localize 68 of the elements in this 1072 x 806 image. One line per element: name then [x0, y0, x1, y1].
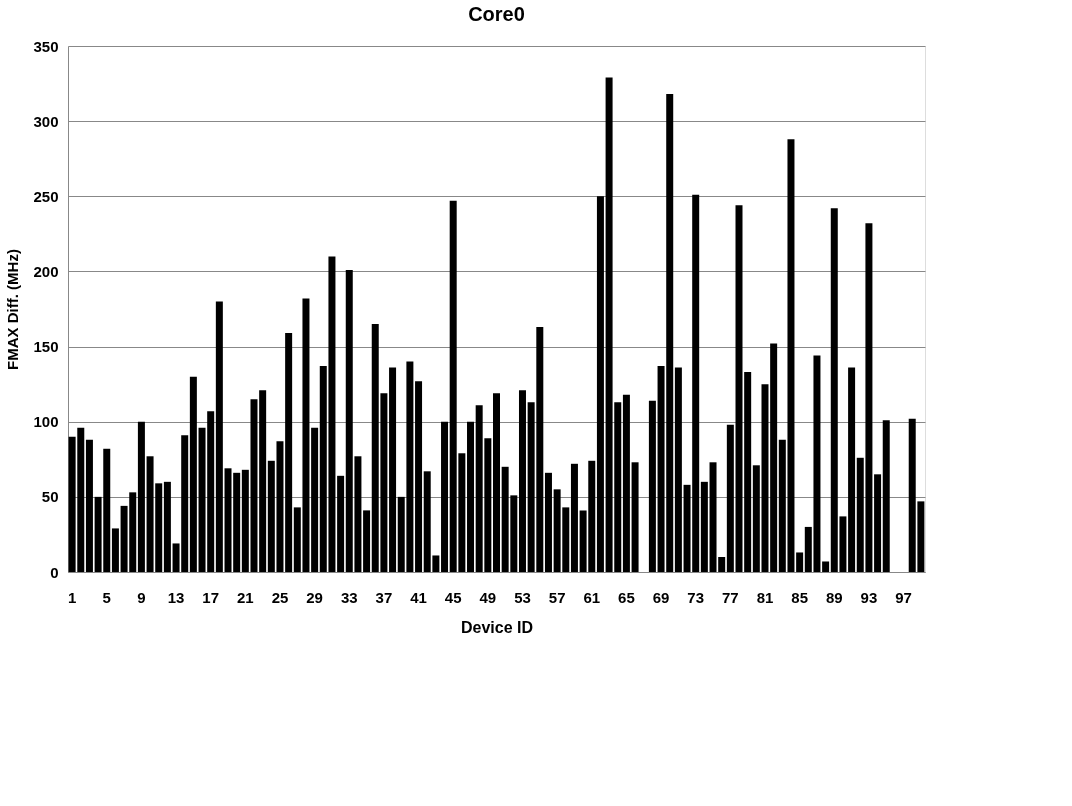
x-tick-label: 69	[652, 588, 670, 606]
bar	[822, 561, 830, 572]
bar	[848, 367, 856, 572]
y-tick-label: 250	[33, 187, 59, 205]
x-tick-label: 25	[271, 588, 289, 606]
y-tick-label: 50	[41, 488, 59, 506]
bar	[215, 301, 223, 572]
bar	[596, 196, 604, 572]
bar	[389, 367, 397, 572]
bar	[622, 394, 630, 572]
bar	[570, 463, 578, 572]
x-tick-label: 93	[860, 588, 878, 606]
x-tick-label: 13	[167, 588, 185, 606]
x-tick-label: 1	[67, 588, 77, 606]
bar	[259, 390, 267, 572]
y-tick-label: 150	[33, 338, 59, 356]
bar	[874, 474, 882, 572]
bar	[700, 481, 708, 572]
bar	[467, 421, 475, 572]
x-tick-label: 97	[895, 588, 912, 606]
x-tick-label: 9	[137, 588, 146, 606]
x-tick-label: 65	[618, 588, 635, 606]
bar	[337, 475, 345, 572]
x-tick-label: 49	[479, 588, 497, 606]
x-tick-label: 85	[791, 588, 808, 606]
bar	[631, 462, 639, 572]
bar	[285, 333, 293, 572]
bar	[882, 420, 890, 572]
x-tick-label: 57	[548, 588, 566, 606]
bar	[726, 424, 734, 572]
bar	[441, 421, 449, 572]
bar	[674, 367, 682, 572]
y-tick-label: 350	[33, 37, 59, 55]
y-tick-label: 100	[33, 413, 59, 431]
bar	[518, 390, 526, 572]
bar	[493, 393, 500, 572]
x-tick-label: 81	[756, 588, 774, 606]
x-tick-label: 53	[514, 588, 531, 606]
x-tick-label: 89	[825, 588, 843, 606]
x-tick-label: 29	[306, 588, 323, 606]
x-tick-label: 33	[340, 588, 358, 606]
y-axis-title: FMAX Diff. (MHz)	[4, 249, 22, 370]
x-tick-label: 77	[722, 588, 739, 606]
bar	[648, 400, 656, 572]
x-tick-label: 45	[444, 588, 462, 606]
bar	[311, 427, 319, 572]
bar	[796, 552, 804, 572]
x-tick-label: 21	[236, 588, 254, 606]
bar	[111, 528, 119, 572]
x-axis-title: Device ID	[460, 618, 534, 636]
y-tick-label: 200	[33, 262, 59, 280]
x-tick-label: 17	[202, 588, 220, 606]
x-tick-label: 61	[583, 588, 601, 606]
bar	[137, 421, 145, 572]
bar	[415, 381, 423, 572]
bar	[770, 343, 778, 572]
bar	[363, 510, 371, 572]
bar	[189, 376, 197, 572]
y-tick-label: 300	[33, 112, 59, 130]
x-tick-label: 73	[687, 588, 705, 606]
chart-title: Core0	[468, 3, 525, 25]
bar	[85, 439, 93, 572]
x-tick-label: 37	[375, 588, 393, 606]
bar	[544, 472, 552, 572]
bar	[163, 481, 171, 572]
x-tick-label: 5	[102, 588, 111, 606]
x-tick-label: 41	[410, 588, 427, 606]
y-tick-label: 0	[50, 563, 59, 581]
